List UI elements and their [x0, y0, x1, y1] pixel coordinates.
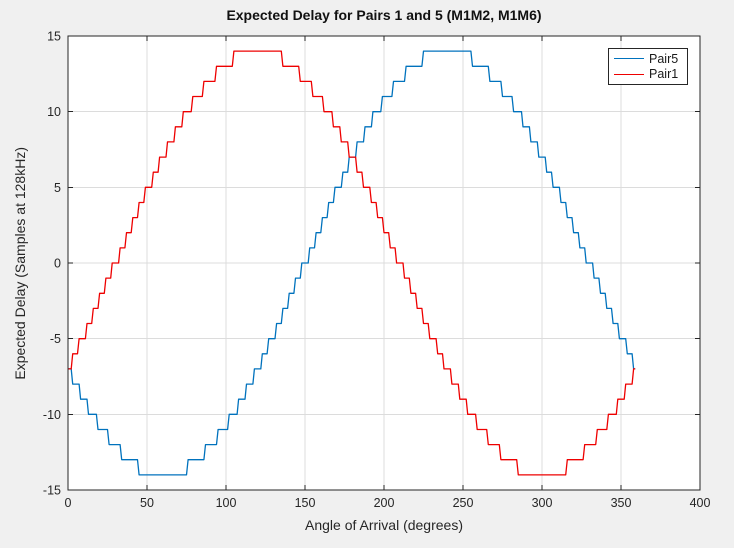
y-tick-label: -10: [43, 408, 61, 422]
y-tick-label: 0: [54, 257, 61, 271]
legend-label-pair5: Pair5: [649, 51, 679, 66]
chart-title: Expected Delay for Pairs 1 and 5 (M1M2, …: [226, 7, 542, 23]
legend: Pair5 Pair1: [608, 48, 688, 85]
legend-entry-pair1: Pair1: [614, 68, 682, 81]
y-axis-label-container: Expected Delay (Samples at 128kHz): [9, 36, 31, 490]
legend-entry-pair5: Pair5: [614, 53, 682, 66]
series-line-pair1: [68, 50, 636, 476]
x-tick-label: 50: [140, 496, 154, 510]
y-tick-label: 5: [54, 181, 61, 195]
x-tick-label: 0: [65, 496, 72, 510]
legend-line-sample-pair1: [614, 73, 644, 75]
axes-box: [67, 35, 701, 491]
x-tick-label: 100: [216, 496, 237, 510]
y-tick-label: -5: [50, 332, 61, 346]
x-tick-label: 250: [453, 496, 474, 510]
legend-line-sample-pair5: [614, 58, 644, 60]
y-tick-label: 15: [47, 30, 61, 44]
x-tick-label: 150: [295, 496, 316, 510]
x-tick-label: 400: [690, 496, 711, 510]
y-tick-label: 10: [47, 105, 61, 119]
x-tick-label: 200: [374, 496, 395, 510]
x-tick-label: 350: [611, 496, 632, 510]
legend-label-pair1: Pair1: [649, 66, 679, 81]
x-axis-label: Angle of Arrival (degrees): [305, 517, 463, 533]
y-tick-label: -15: [43, 484, 61, 498]
x-tick-label: 300: [532, 496, 553, 510]
y-axis-label: Expected Delay (Samples at 128kHz): [12, 146, 28, 380]
